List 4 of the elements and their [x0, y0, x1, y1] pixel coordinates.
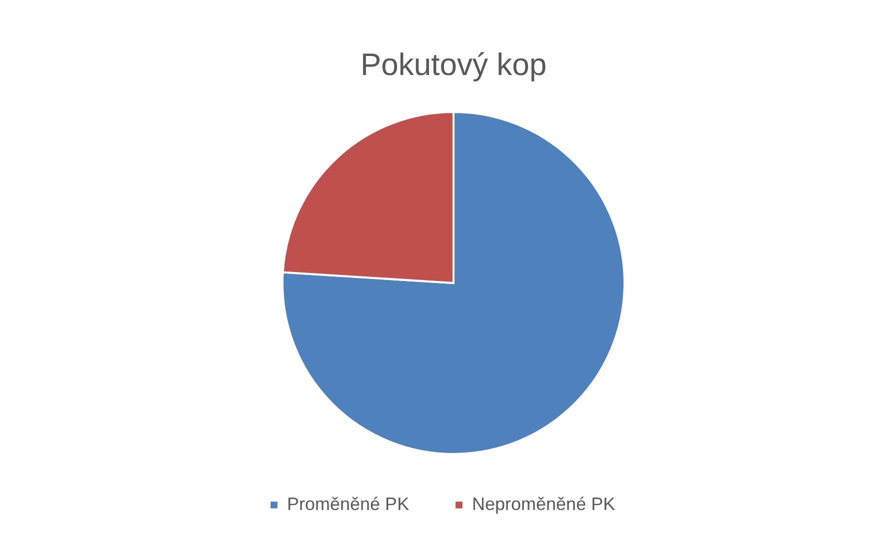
legend-label: Neproměněné PK [472, 494, 616, 514]
pie-slice [282, 111, 626, 455]
chart-title: Pokutový kop [360, 47, 547, 82]
legend-label: Proměněné PK [287, 494, 410, 514]
